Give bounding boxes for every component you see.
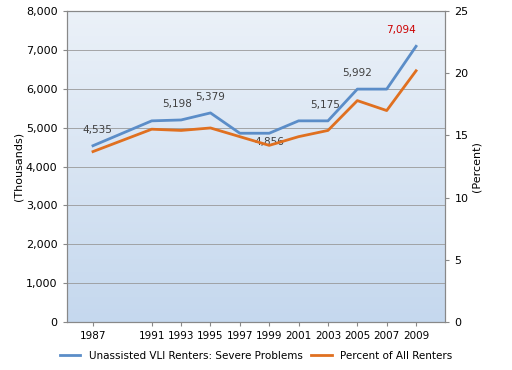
Percent of All Renters	[413, 68, 419, 73]
Text: 5,992: 5,992	[343, 68, 372, 78]
Text: 4,856: 4,856	[254, 137, 284, 147]
Text: 5,379: 5,379	[196, 92, 225, 102]
Percent of All Renters	[325, 128, 331, 133]
Percent of All Renters	[266, 143, 272, 148]
Percent of All Renters	[90, 149, 96, 154]
Unassisted VLI Renters: Severe Problems: (2e+03, 4.86e+03): Severe Problems: (2e+03, 4.86e+03)	[237, 131, 243, 135]
Unassisted VLI Renters: Severe Problems: (2e+03, 4.86e+03): Severe Problems: (2e+03, 4.86e+03)	[266, 131, 272, 135]
Unassisted VLI Renters: Severe Problems: (1.99e+03, 4.54e+03): Severe Problems: (1.99e+03, 4.54e+03)	[90, 144, 96, 148]
Unassisted VLI Renters: Severe Problems: (2e+03, 5.18e+03): Severe Problems: (2e+03, 5.18e+03)	[325, 119, 331, 123]
Unassisted VLI Renters: Severe Problems: (2e+03, 5.38e+03): Severe Problems: (2e+03, 5.38e+03)	[207, 111, 214, 115]
Percent of All Renters	[354, 98, 360, 103]
Percent of All Renters	[237, 134, 243, 139]
Unassisted VLI Renters: Severe Problems: (2e+03, 5.18e+03): Severe Problems: (2e+03, 5.18e+03)	[295, 119, 302, 123]
Line: Unassisted VLI Renters: Severe Problems: Unassisted VLI Renters: Severe Problems	[93, 46, 416, 146]
Text: 5,175: 5,175	[310, 100, 340, 110]
Percent of All Renters	[207, 126, 214, 130]
Unassisted VLI Renters: Severe Problems: (2.01e+03, 5.99e+03): Severe Problems: (2.01e+03, 5.99e+03)	[383, 87, 390, 91]
Unassisted VLI Renters: Severe Problems: (1.99e+03, 5.2e+03): Severe Problems: (1.99e+03, 5.2e+03)	[178, 118, 184, 122]
Percent of All Renters	[295, 134, 302, 139]
Text: 5,198: 5,198	[162, 99, 191, 109]
Percent of All Renters	[148, 127, 155, 131]
Line: Percent of All Renters: Percent of All Renters	[93, 71, 416, 152]
Y-axis label: (Percent): (Percent)	[472, 141, 481, 192]
Percent of All Renters	[383, 108, 390, 113]
Text: 4,535: 4,535	[82, 125, 112, 135]
Unassisted VLI Renters: Severe Problems: (1.99e+03, 5.18e+03): Severe Problems: (1.99e+03, 5.18e+03)	[148, 119, 155, 123]
Legend: Unassisted VLI Renters: Severe Problems, Percent of All Renters: Unassisted VLI Renters: Severe Problems,…	[55, 346, 457, 365]
Y-axis label: (Thousands): (Thousands)	[13, 132, 23, 201]
Unassisted VLI Renters: Severe Problems: (2.01e+03, 7.09e+03): Severe Problems: (2.01e+03, 7.09e+03)	[413, 44, 419, 48]
Percent of All Renters	[178, 128, 184, 133]
Text: 7,094: 7,094	[387, 26, 416, 36]
Unassisted VLI Renters: Severe Problems: (2e+03, 5.99e+03): Severe Problems: (2e+03, 5.99e+03)	[354, 87, 360, 91]
